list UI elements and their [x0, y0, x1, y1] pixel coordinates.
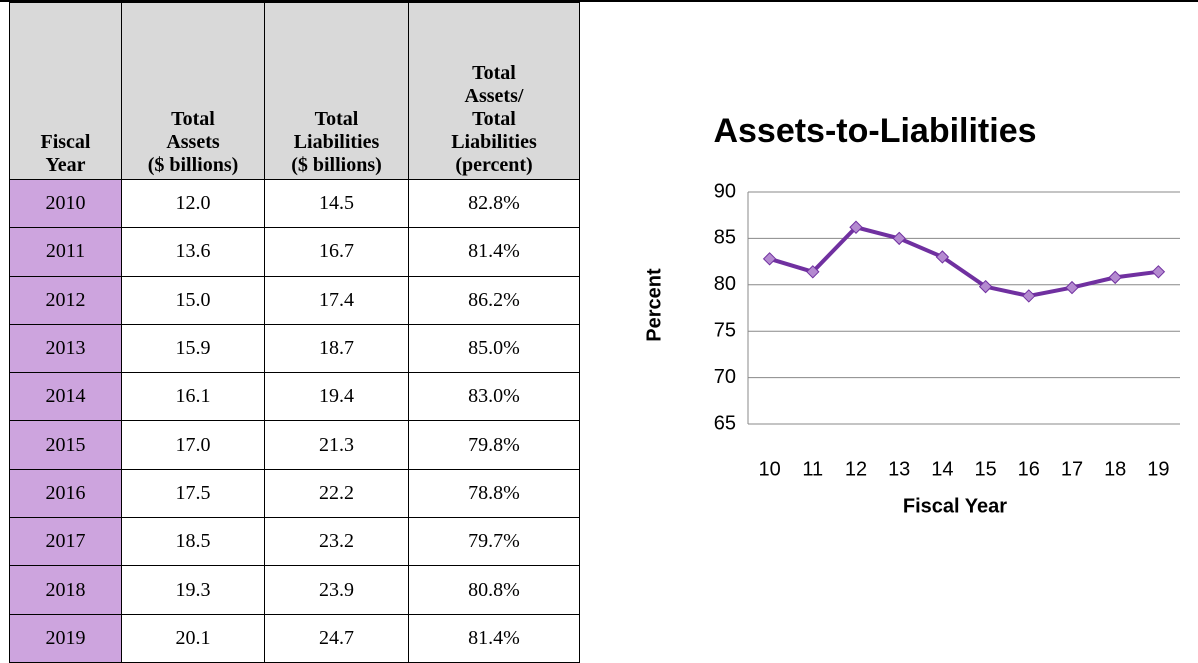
- value-cell: 82.8%: [408, 178, 580, 229]
- year-cell: 2010: [9, 178, 122, 229]
- data-point: [1065, 280, 1079, 295]
- year-cell: 2011: [9, 227, 122, 277]
- year-cell: 2013: [9, 323, 122, 374]
- data-point: [849, 220, 863, 234]
- data-point: [806, 265, 820, 279]
- value-cell: 13.6: [121, 227, 265, 277]
- y-axis-label: Percent: [643, 268, 665, 342]
- x-tick-label: 12: [845, 458, 867, 480]
- header-cell: Fiscal Year: [9, 2, 122, 180]
- x-tick-label: 14: [931, 458, 953, 480]
- y-tick-label: 65: [714, 412, 736, 434]
- y-tick-label: 70: [714, 366, 736, 388]
- value-cell: 81.4%: [408, 613, 580, 663]
- year-cell: 2018: [9, 565, 122, 615]
- x-tick-label: 15: [974, 458, 996, 480]
- y-tick-label: 80: [714, 273, 736, 295]
- data-table: Fiscal Year Total Assets ($ billions) Tota…: [9, 2, 580, 663]
- table-row: 2016 17.5 22.2 78.8%: [9, 468, 580, 519]
- value-cell: 15.9: [121, 323, 265, 374]
- value-cell: 23.9: [264, 565, 409, 615]
- x-tick-label: 11: [802, 458, 823, 480]
- value-cell: 81.4%: [408, 227, 580, 277]
- value-cell: 16.1: [121, 372, 265, 422]
- value-cell: 19.4: [264, 372, 409, 422]
- table-row: 2017 18.5 23.2 79.7%: [9, 517, 580, 567]
- year-cell: 2015: [9, 420, 122, 470]
- table-row: 2010 12.0 14.5 82.8%: [9, 178, 580, 229]
- data-point: [1108, 270, 1122, 285]
- header-cell: Total Assets/ Total Liabilities (percent…: [408, 2, 580, 180]
- year-cell: 2014: [9, 372, 122, 422]
- value-cell: 22.2: [264, 468, 409, 519]
- table-row: 2011 13.6 16.7 81.4%: [9, 227, 580, 277]
- value-cell: 80.8%: [408, 565, 580, 615]
- x-tick-label: 18: [1104, 458, 1126, 480]
- x-tick-label: 19: [1147, 458, 1169, 480]
- header-cell: Total Liabilities ($ billions): [264, 2, 409, 180]
- data-point: [1022, 289, 1036, 303]
- table-row: 2012 15.0 17.4 86.2%: [9, 275, 580, 325]
- value-cell: 19.3: [121, 565, 265, 615]
- value-cell: 20.1: [121, 613, 265, 663]
- x-tick-label: 17: [1061, 458, 1083, 480]
- data-point: [935, 250, 950, 264]
- x-tick-label: 10: [758, 458, 780, 480]
- table-row: 2019 20.1 24.7 81.4%: [9, 613, 580, 663]
- value-cell: 85.0%: [408, 323, 580, 374]
- x-tick-label: 13: [888, 458, 910, 480]
- year-cell: 2012: [9, 275, 122, 325]
- table-row: 2013 15.9 18.7 85.0%: [9, 323, 580, 374]
- data-point: [762, 252, 777, 266]
- value-cell: 79.8%: [408, 420, 580, 470]
- value-cell: 17.4: [264, 275, 409, 325]
- y-tick-label: 90: [714, 180, 736, 202]
- year-cell: 2016: [9, 468, 122, 519]
- data-point: [892, 231, 906, 246]
- value-cell: 86.2%: [408, 275, 580, 325]
- year-cell: 2017: [9, 517, 122, 567]
- y-tick-label: 75: [714, 319, 736, 341]
- x-tick-label: 16: [1018, 458, 1040, 480]
- value-cell: 15.0: [121, 275, 265, 325]
- data-point: [978, 279, 993, 294]
- table-row: 2018 19.3 23.9 80.8%: [9, 565, 580, 615]
- top-border: [0, 0, 1198, 2]
- chart-title: Assets-to-Liabilities: [713, 112, 1036, 150]
- value-cell: 78.8%: [408, 468, 580, 519]
- y-tick-label: 85: [714, 227, 736, 249]
- header-cell: Total Assets ($ billions): [121, 2, 265, 180]
- x-axis-label: Fiscal Year: [903, 495, 1007, 517]
- value-cell: 79.7%: [408, 517, 580, 567]
- table-row: 2015 17.0 21.3 79.8%: [9, 420, 580, 470]
- data-line: [769, 225, 1159, 298]
- value-cell: 23.2: [264, 517, 409, 567]
- data-point: [1151, 265, 1166, 279]
- value-cell: 12.0: [121, 178, 265, 229]
- year-cell: 2019: [9, 613, 122, 663]
- value-cell: 17.5: [121, 468, 265, 519]
- table-row: 2014 16.1 19.4 83.0%: [9, 372, 580, 422]
